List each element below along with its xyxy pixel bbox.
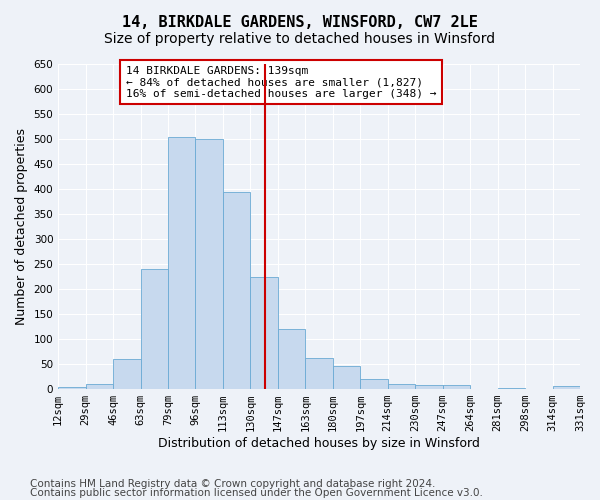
Bar — [415, 385, 443, 389]
Bar — [58, 386, 86, 389]
Bar — [497, 388, 525, 389]
Bar — [250, 276, 278, 389]
Bar — [86, 384, 113, 389]
Bar — [113, 359, 140, 389]
Text: 14 BIRKDALE GARDENS: 139sqm
← 84% of detached houses are smaller (1,827)
16% of : 14 BIRKDALE GARDENS: 139sqm ← 84% of det… — [126, 66, 437, 99]
Bar — [553, 386, 580, 389]
Text: Size of property relative to detached houses in Winsford: Size of property relative to detached ho… — [104, 32, 496, 46]
Text: 14, BIRKDALE GARDENS, WINSFORD, CW7 2LE: 14, BIRKDALE GARDENS, WINSFORD, CW7 2LE — [122, 15, 478, 30]
Bar — [443, 385, 470, 389]
Bar — [168, 136, 196, 389]
Text: Contains public sector information licensed under the Open Government Licence v3: Contains public sector information licen… — [30, 488, 483, 498]
Y-axis label: Number of detached properties: Number of detached properties — [15, 128, 28, 325]
X-axis label: Distribution of detached houses by size in Winsford: Distribution of detached houses by size … — [158, 437, 480, 450]
Bar — [196, 139, 223, 389]
Bar — [278, 329, 305, 389]
Bar — [360, 379, 388, 389]
Bar — [388, 384, 415, 389]
Bar — [140, 269, 168, 389]
Bar — [223, 192, 250, 389]
Bar — [305, 358, 333, 389]
Text: Contains HM Land Registry data © Crown copyright and database right 2024.: Contains HM Land Registry data © Crown c… — [30, 479, 436, 489]
Bar — [333, 366, 360, 389]
